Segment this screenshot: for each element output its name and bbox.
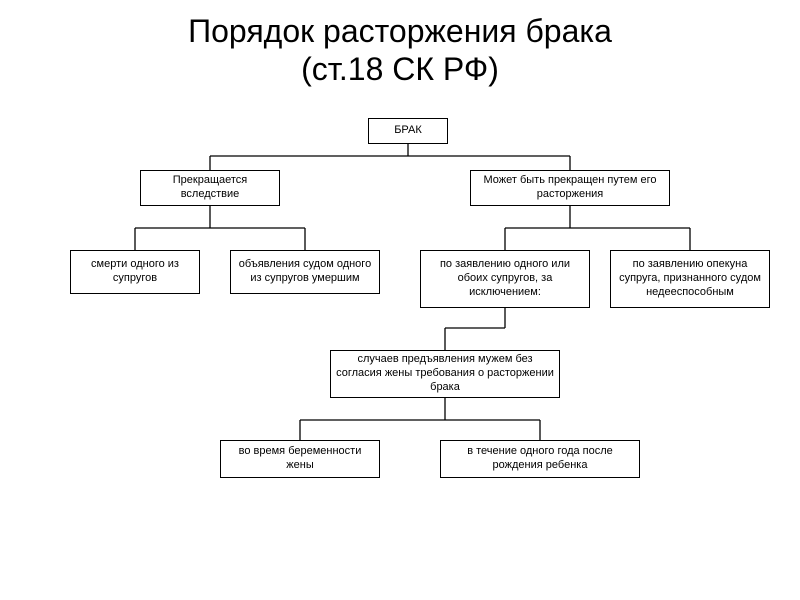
flowchart: БРАК Прекращается вследствие Может быть пр… bbox=[0, 110, 800, 590]
node-b1: во время беременности жены bbox=[220, 440, 380, 478]
node-l1: Прекращается вследствие bbox=[140, 170, 280, 206]
node-r2b: по заявлению опекуна супруга, признанног… bbox=[610, 250, 770, 308]
node-l2a: смерти одного из супругов bbox=[70, 250, 200, 294]
title-line-2: (ст.18 СК РФ) bbox=[301, 51, 499, 87]
page-title: Порядок расторжения брака (ст.18 СК РФ) bbox=[0, 0, 800, 89]
node-b2: в течение одного года после рождения реб… bbox=[440, 440, 640, 478]
node-r1: Может быть прекращен путем его расторжен… bbox=[470, 170, 670, 206]
node-l2b: объявления судом одного из супругов умер… bbox=[230, 250, 380, 294]
node-mid: случаев предъявления мужем без согласия … bbox=[330, 350, 560, 398]
node-root: БРАК bbox=[368, 118, 448, 144]
title-line-1: Порядок расторжения брака bbox=[188, 13, 612, 49]
node-r2a: по заявлению одного или обоих супругов, … bbox=[420, 250, 590, 308]
